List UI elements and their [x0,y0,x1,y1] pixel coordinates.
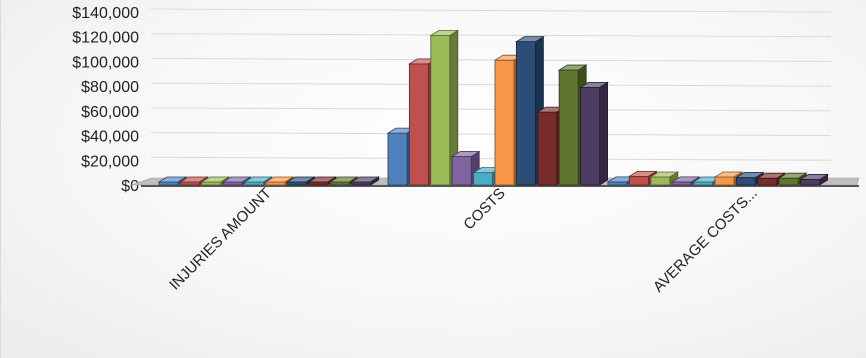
bar-top [799,174,829,180]
gridline [150,156,832,161]
y-tick-label: $80,000 [81,79,139,96]
x-category-label: COSTS [460,185,509,234]
bar [558,69,579,186]
bar [473,172,494,186]
x-category-label: INJURIES AMOUNT [166,185,275,294]
bar [408,63,429,186]
gridline [150,57,832,62]
bar [607,181,628,186]
bar-top [328,176,359,183]
bar [351,181,372,186]
bar-top [450,151,481,157]
bar [158,181,179,186]
bar-top [628,170,658,177]
y-tick-label: $140,000 [72,5,139,22]
bar [179,181,200,186]
bar [693,181,714,186]
bar [735,177,756,186]
bar-top [264,176,295,183]
bar [778,177,799,186]
bar-top [713,171,744,178]
bar [308,181,329,186]
bar [329,181,350,186]
bar [244,181,265,186]
bar [265,181,286,186]
bar-top [756,172,787,179]
bar [451,156,472,186]
bar [757,177,778,186]
bar-top [179,176,209,183]
gridline [150,107,832,112]
y-tick-label: $120,000 [72,30,139,47]
bar [714,176,735,186]
y-tick-label: $20,000 [81,153,139,170]
gridline [150,33,832,38]
bar [515,41,536,186]
bar-side [599,81,608,186]
y-tick-label: $40,000 [81,129,139,146]
bar-top [735,172,765,178]
gridline [150,8,832,13]
bar-top [557,64,588,71]
bar-top [579,81,609,88]
bar-top [350,176,380,183]
bar-top [157,176,188,183]
y-tick-label: $0 [121,178,139,195]
bar-top [243,176,273,183]
x-category-label: AVERAGE COSTS... [650,185,761,296]
bar [800,178,821,186]
bar [430,35,451,186]
bar [387,132,408,186]
bar-top [429,30,460,36]
bar [201,181,222,186]
bar-top [200,176,231,183]
gridline [150,132,832,137]
y-tick-label: $100,000 [72,54,139,71]
bar [628,175,649,186]
bar [580,86,601,186]
bar-top [515,36,545,43]
y-tick-label: $60,000 [81,104,139,121]
bar [650,176,671,186]
bar-top [307,176,338,183]
gridline [150,82,832,87]
bar [671,181,692,186]
bar-top [649,171,680,178]
bar-top [670,176,701,183]
bar-top [286,176,316,183]
bar-top [777,172,808,179]
bar-top [221,176,252,183]
bar [222,181,243,186]
bar [494,59,515,186]
bar [286,181,307,186]
bar [537,111,558,186]
